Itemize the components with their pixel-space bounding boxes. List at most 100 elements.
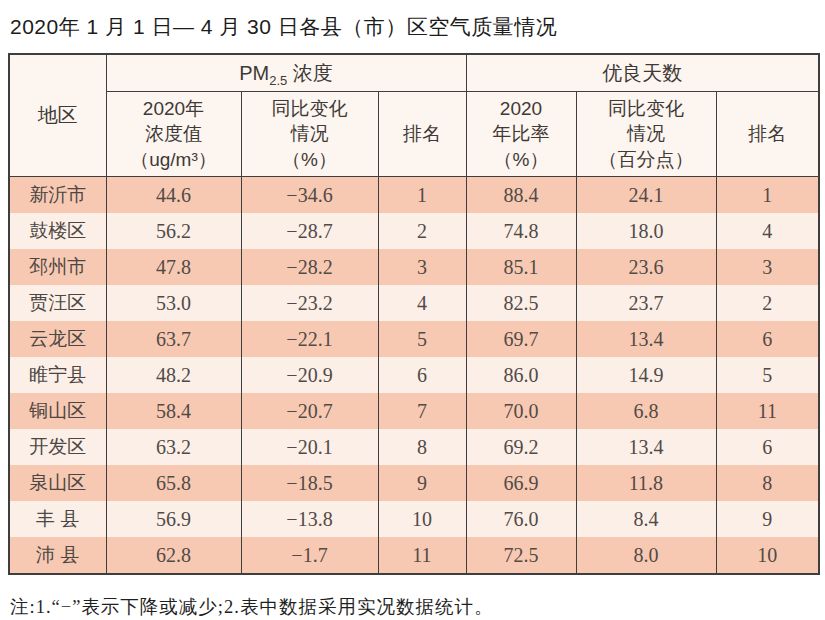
cell-gd-ratio: 74.8 <box>466 213 576 249</box>
header-pm-value: 2020年 浓度值 （ug/m³） <box>106 92 241 177</box>
cell-gd-rank: 4 <box>716 213 819 249</box>
header-pm-rank: 排名 <box>378 92 466 177</box>
page-title: 2020年 1 月 1 日— 4 月 30 日各县（市）区空气质量情况 <box>0 0 825 41</box>
cell-gd-ratio: 85.1 <box>466 249 576 285</box>
cell-pm-value: 56.9 <box>106 501 241 537</box>
cell-gd-ratio: 69.7 <box>466 321 576 357</box>
table-row: 邳州市 47.8 −28.2 3 85.1 23.6 3 <box>9 249 819 285</box>
cell-gd-change: 13.4 <box>576 321 716 357</box>
cell-region: 鼓楼区 <box>9 213 106 249</box>
cell-gd-change: 6.8 <box>576 393 716 429</box>
cell-gd-change: 18.0 <box>576 213 716 249</box>
header-region: 地区 <box>9 54 106 177</box>
cell-pm-rank: 8 <box>378 429 466 465</box>
cell-gd-rank: 11 <box>716 393 819 429</box>
cell-gd-rank: 3 <box>716 249 819 285</box>
table-row: 云龙区 63.7 −22.1 5 69.7 13.4 6 <box>9 321 819 357</box>
cell-region: 睢宁县 <box>9 357 106 393</box>
cell-region: 泉山区 <box>9 465 106 501</box>
cell-pm-rank: 4 <box>378 285 466 321</box>
cell-region: 云龙区 <box>9 321 106 357</box>
cell-pm-change: −18.5 <box>241 465 378 501</box>
cell-gd-ratio: 88.4 <box>466 177 576 214</box>
cell-pm-rank: 10 <box>378 501 466 537</box>
pm25-label-suffix: 浓度 <box>287 62 333 84</box>
cell-pm-value: 48.2 <box>106 357 241 393</box>
cell-gd-ratio: 82.5 <box>466 285 576 321</box>
cell-region: 开发区 <box>9 429 106 465</box>
cell-gd-rank: 5 <box>716 357 819 393</box>
cell-region: 丰 县 <box>9 501 106 537</box>
cell-pm-rank: 7 <box>378 393 466 429</box>
cell-pm-value: 63.7 <box>106 321 241 357</box>
cell-pm-change: −1.7 <box>241 537 378 574</box>
cell-pm-rank: 9 <box>378 465 466 501</box>
cell-pm-rank: 6 <box>378 357 466 393</box>
cell-pm-change: −13.8 <box>241 501 378 537</box>
cell-pm-value: 47.8 <box>106 249 241 285</box>
cell-gd-rank: 1 <box>716 177 819 214</box>
cell-gd-ratio: 86.0 <box>466 357 576 393</box>
cell-gd-rank: 9 <box>716 501 819 537</box>
cell-region: 铜山区 <box>9 393 106 429</box>
cell-pm-change: −34.6 <box>241 177 378 214</box>
cell-pm-rank: 2 <box>378 213 466 249</box>
cell-gd-ratio: 70.0 <box>466 393 576 429</box>
table-row: 新沂市 44.6 −34.6 1 88.4 24.1 1 <box>9 177 819 214</box>
cell-pm-change: −23.2 <box>241 285 378 321</box>
cell-gd-change: 14.9 <box>576 357 716 393</box>
cell-pm-value: 56.2 <box>106 213 241 249</box>
table-footnote: 注:1.“−”表示下降或减少;2.表中数据采用实况数据统计。 <box>10 594 825 619</box>
table-row: 鼓楼区 56.2 −28.7 2 74.8 18.0 4 <box>9 213 819 249</box>
cell-region: 沛 县 <box>9 537 106 574</box>
cell-pm-change: −20.7 <box>241 393 378 429</box>
table-row: 睢宁县 48.2 −20.9 6 86.0 14.9 5 <box>9 357 819 393</box>
cell-pm-value: 53.0 <box>106 285 241 321</box>
cell-region: 贾汪区 <box>9 285 106 321</box>
header-gd-ratio: 2020 年比率 （%） <box>466 92 576 177</box>
cell-gd-change: 23.7 <box>576 285 716 321</box>
header-gd-rank: 排名 <box>716 92 819 177</box>
header-pm25-group: PM2.5 浓度 <box>106 54 466 92</box>
cell-gd-ratio: 76.0 <box>466 501 576 537</box>
header-pm-change: 同比变化 情况 （%） <box>241 92 378 177</box>
cell-pm-rank: 1 <box>378 177 466 214</box>
cell-gd-rank: 6 <box>716 321 819 357</box>
header-group-row: 地区 PM2.5 浓度 优良天数 <box>9 54 819 92</box>
cell-pm-value: 44.6 <box>106 177 241 214</box>
header-gd-change: 同比变化 情况 （百分点） <box>576 92 716 177</box>
table-row: 沛 县 62.8 −1.7 11 72.5 8.0 10 <box>9 537 819 574</box>
cell-gd-rank: 6 <box>716 429 819 465</box>
cell-gd-change: 8.4 <box>576 501 716 537</box>
cell-pm-change: −28.7 <box>241 213 378 249</box>
cell-gd-change: 23.6 <box>576 249 716 285</box>
table-row: 铜山区 58.4 −20.7 7 70.0 6.8 11 <box>9 393 819 429</box>
pm25-label-subscript: 2.5 <box>269 73 287 88</box>
cell-region: 邳州市 <box>9 249 106 285</box>
cell-gd-change: 13.4 <box>576 429 716 465</box>
cell-pm-change: −20.1 <box>241 429 378 465</box>
cell-gd-rank: 8 <box>716 465 819 501</box>
pm25-label-prefix: PM <box>239 62 269 84</box>
cell-pm-change: −20.9 <box>241 357 378 393</box>
cell-pm-value: 62.8 <box>106 537 241 574</box>
table-row: 泉山区 65.8 −18.5 9 66.9 11.8 8 <box>9 465 819 501</box>
header-sub-row: 2020年 浓度值 （ug/m³） 同比变化 情况 （%） 排名 2020 年比… <box>9 92 819 177</box>
cell-pm-rank: 5 <box>378 321 466 357</box>
cell-pm-rank: 3 <box>378 249 466 285</box>
cell-gd-change: 8.0 <box>576 537 716 574</box>
cell-gd-ratio: 72.5 <box>466 537 576 574</box>
cell-gd-change: 11.8 <box>576 465 716 501</box>
cell-pm-value: 65.8 <box>106 465 241 501</box>
cell-pm-value: 58.4 <box>106 393 241 429</box>
header-good-days-group: 优良天数 <box>466 54 819 92</box>
cell-region: 新沂市 <box>9 177 106 214</box>
table-row: 开发区 63.2 −20.1 8 69.2 13.4 6 <box>9 429 819 465</box>
cell-gd-rank: 10 <box>716 537 819 574</box>
table-row: 丰 县 56.9 −13.8 10 76.0 8.4 9 <box>9 501 819 537</box>
cell-gd-change: 24.1 <box>576 177 716 214</box>
cell-gd-ratio: 66.9 <box>466 465 576 501</box>
cell-gd-rank: 2 <box>716 285 819 321</box>
cell-pm-value: 63.2 <box>106 429 241 465</box>
cell-pm-change: −28.2 <box>241 249 378 285</box>
